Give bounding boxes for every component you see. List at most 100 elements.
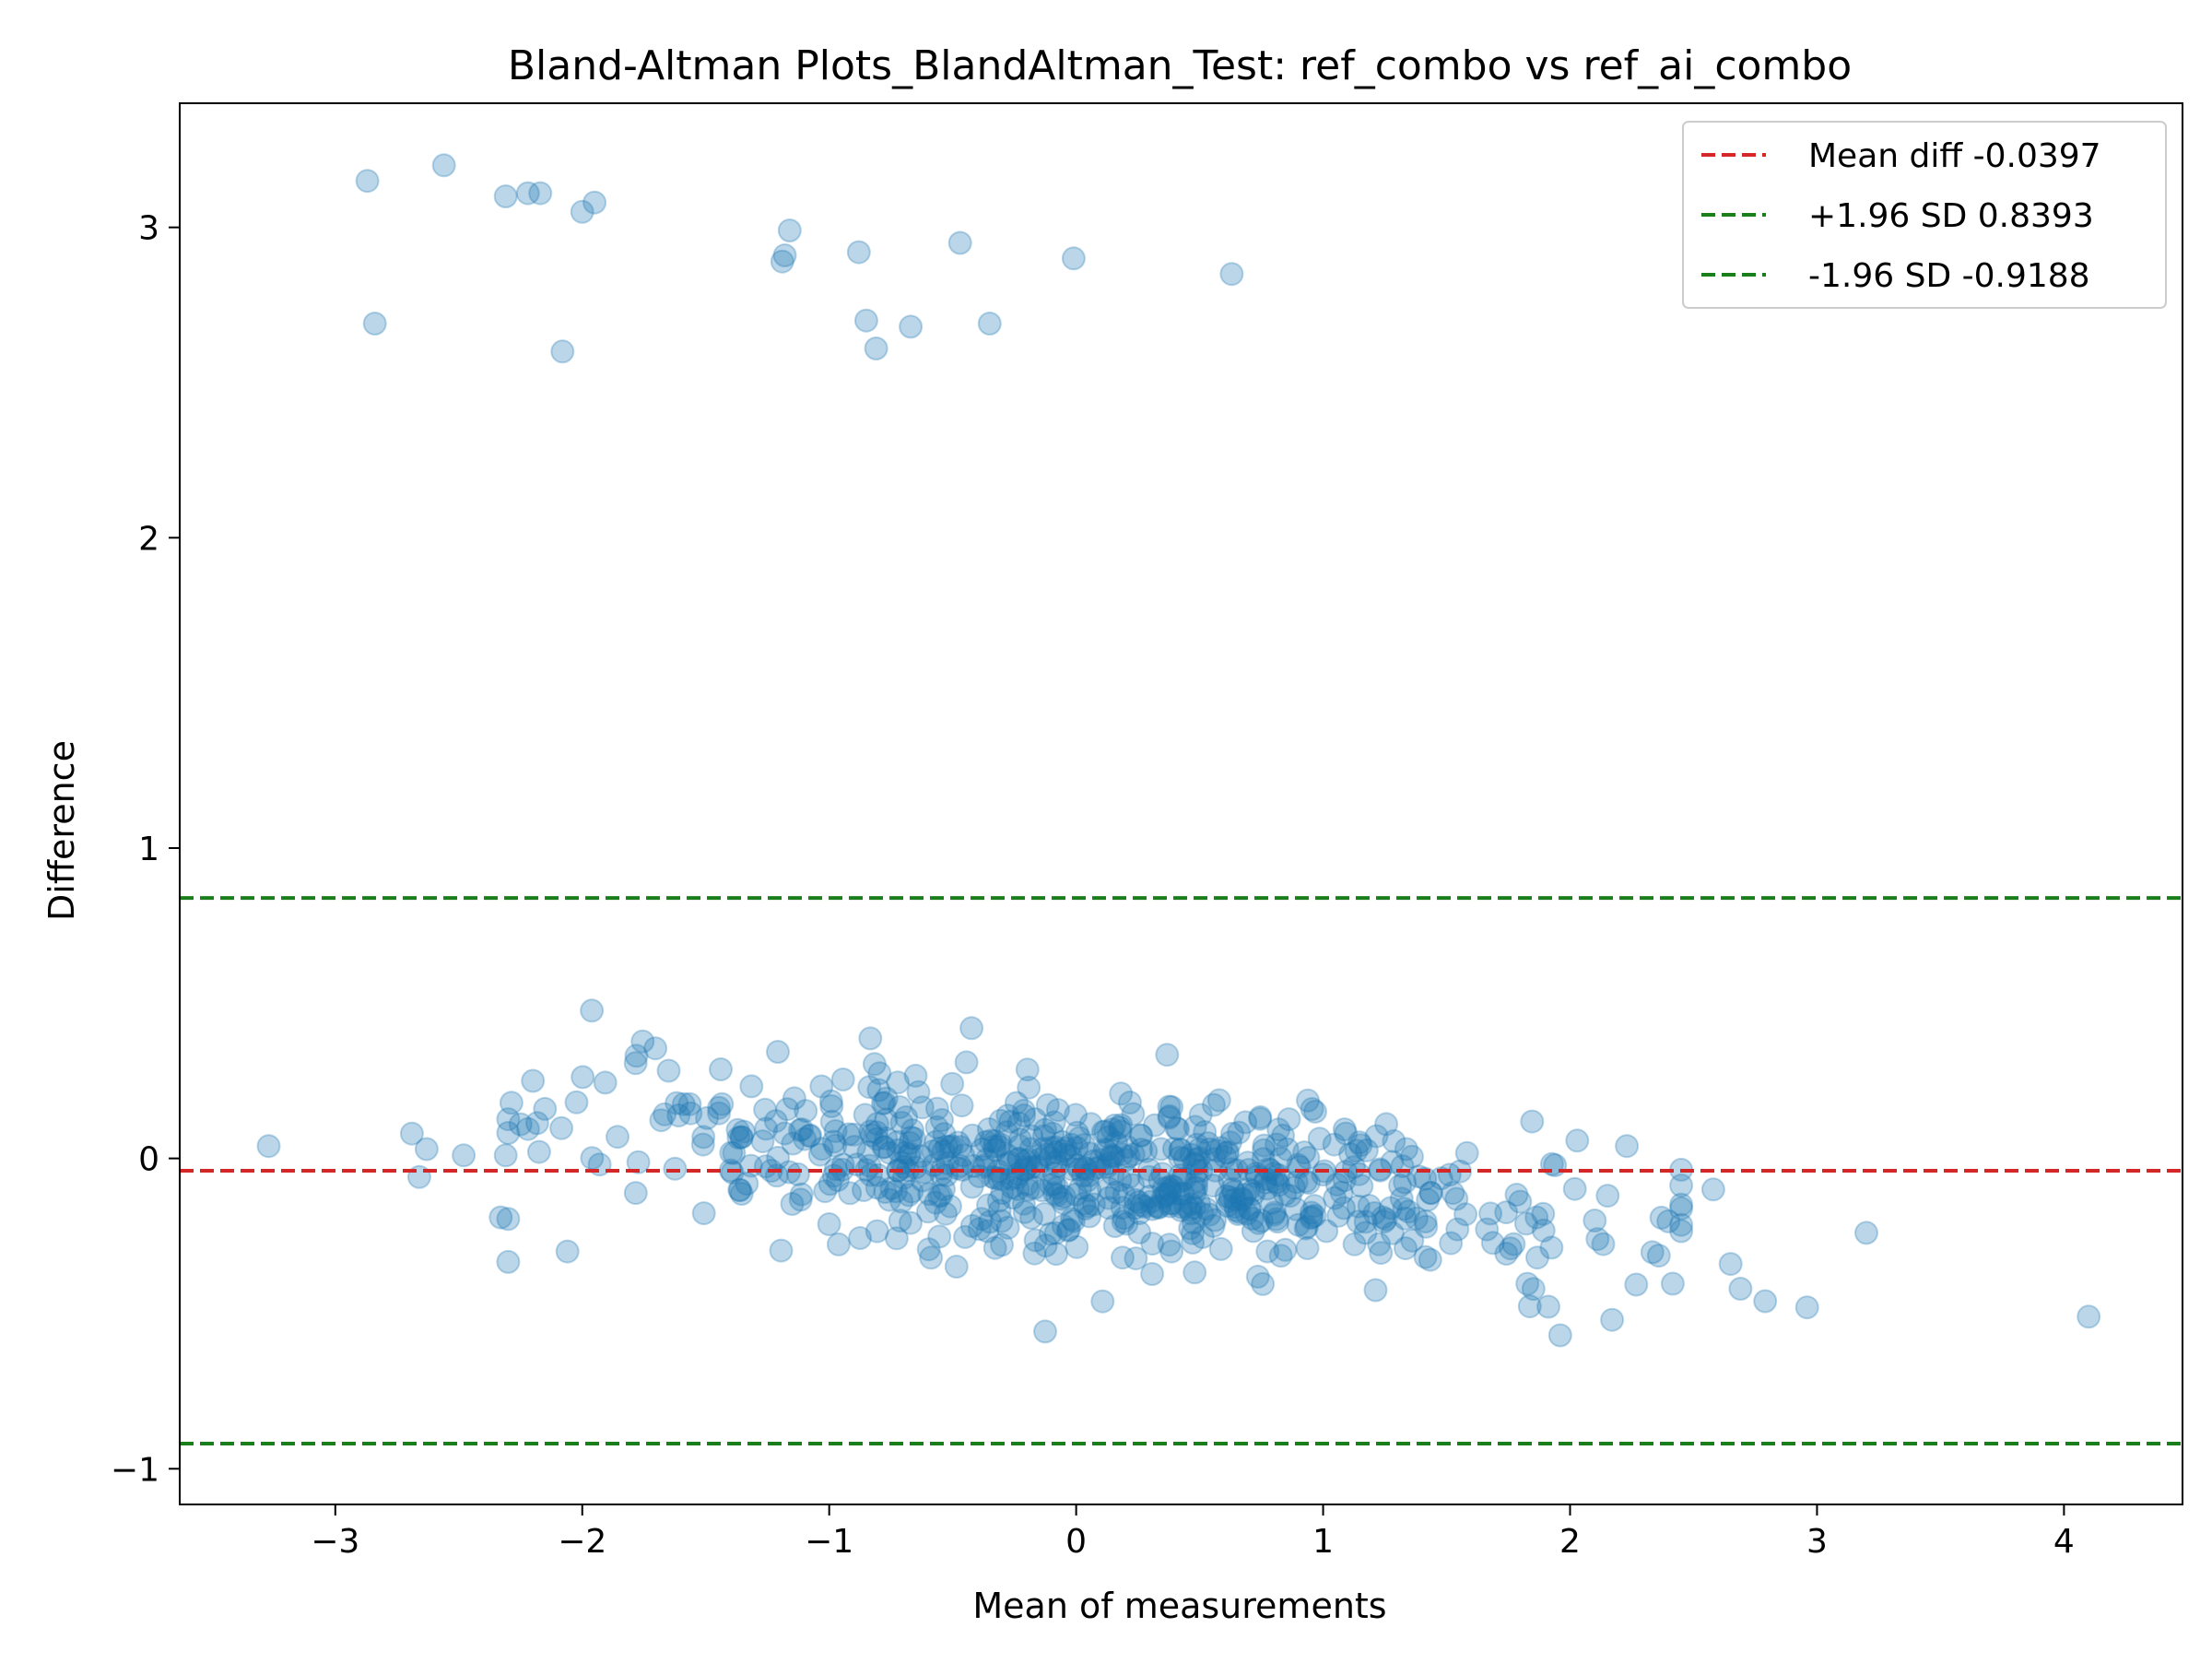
data-point — [735, 1172, 759, 1196]
data-point — [1271, 1123, 1296, 1148]
data-point — [817, 1212, 841, 1236]
data-point — [1112, 1183, 1136, 1208]
data-point — [838, 1181, 863, 1206]
data-point — [1413, 1244, 1438, 1269]
data-point — [872, 1091, 897, 1115]
data-point — [853, 1103, 877, 1127]
data-point — [1018, 1137, 1043, 1162]
data-point — [909, 1144, 934, 1169]
data-point — [1241, 1179, 1265, 1203]
data-point — [1081, 1192, 1106, 1217]
data-point — [898, 1130, 923, 1155]
data-point — [1051, 1213, 1076, 1238]
data-point — [1728, 1277, 1753, 1301]
data-point — [1033, 1142, 1058, 1167]
data-point — [959, 1174, 984, 1199]
data-point — [797, 1124, 822, 1149]
data-point — [927, 1184, 951, 1209]
data-point — [794, 1099, 818, 1124]
data-point — [1044, 1150, 1069, 1174]
data-point — [1157, 1233, 1182, 1257]
data-point — [256, 1134, 281, 1159]
data-point — [1022, 1107, 1047, 1132]
data-point — [623, 1181, 648, 1206]
data-point — [988, 1108, 1013, 1133]
data-point — [924, 1129, 948, 1154]
data-point — [1220, 1121, 1244, 1146]
data-point — [1266, 1173, 1291, 1197]
data-point — [798, 1123, 823, 1148]
data-point — [626, 1150, 651, 1174]
data-point — [1253, 1167, 1278, 1192]
data-point — [1323, 1185, 1347, 1210]
data-point — [488, 1205, 513, 1230]
data-point — [1201, 1174, 1226, 1198]
data-point — [1235, 1150, 1260, 1175]
data-point — [1190, 1201, 1215, 1226]
data-point — [1262, 1200, 1287, 1225]
data-point — [994, 1120, 1019, 1145]
data-point — [830, 1067, 855, 1091]
data-point — [1109, 1081, 1134, 1106]
data-point — [823, 1119, 848, 1143]
data-point — [1441, 1181, 1465, 1206]
data-point — [1445, 1217, 1470, 1242]
data-point — [1075, 1168, 1100, 1193]
data-point — [1453, 1202, 1478, 1227]
data-point — [1237, 1196, 1262, 1221]
data-point — [1266, 1117, 1291, 1142]
data-point — [1015, 1057, 1040, 1082]
data-point — [1241, 1181, 1266, 1206]
data-point — [1158, 1191, 1182, 1216]
data-point — [1585, 1227, 1610, 1252]
data-point — [1494, 1200, 1519, 1225]
data-point — [707, 1095, 732, 1120]
data-point — [1251, 1147, 1276, 1172]
data-point — [1354, 1138, 1379, 1162]
data-point — [1378, 1196, 1403, 1221]
data-point — [1521, 1277, 1546, 1302]
data-point — [1281, 1175, 1306, 1200]
data-point — [1369, 1241, 1394, 1266]
data-point — [917, 1182, 942, 1207]
y-tick-label: 2 — [138, 520, 159, 558]
data-point — [1224, 1197, 1249, 1222]
data-point — [841, 1122, 866, 1147]
data-point — [1159, 1239, 1184, 1264]
data-point — [865, 1175, 889, 1200]
data-point — [1252, 1138, 1277, 1162]
data-point — [555, 1239, 580, 1264]
data-point — [1181, 1221, 1205, 1245]
data-point — [785, 1162, 810, 1186]
data-point — [995, 1103, 1020, 1128]
data-point — [1072, 1191, 1097, 1216]
data-point — [528, 181, 553, 206]
data-point — [1255, 1239, 1280, 1264]
data-point — [894, 1105, 919, 1129]
data-point — [677, 1091, 702, 1116]
data-point — [431, 153, 456, 178]
y-tick-label: 0 — [138, 1141, 159, 1179]
data-point — [1303, 1099, 1327, 1124]
data-point — [1190, 1224, 1215, 1249]
data-point — [1158, 1194, 1182, 1219]
data-point — [1126, 1190, 1151, 1214]
data-point — [1127, 1201, 1152, 1226]
data-point — [1116, 1144, 1141, 1169]
data-point — [1531, 1218, 1556, 1243]
data-point — [874, 1107, 899, 1132]
data-point — [1338, 1142, 1363, 1167]
data-point — [898, 1141, 923, 1166]
data-point — [1416, 1187, 1441, 1212]
data-point — [1322, 1132, 1347, 1157]
data-point — [807, 1142, 832, 1167]
data-point — [1159, 1174, 1183, 1198]
data-point — [710, 1091, 735, 1116]
data-point — [899, 314, 924, 339]
data-point — [753, 1097, 778, 1122]
data-point — [818, 1089, 843, 1114]
data-point — [1060, 1207, 1084, 1232]
data-point — [1429, 1166, 1453, 1191]
data-point — [695, 1105, 720, 1130]
data-point — [1344, 1138, 1369, 1163]
